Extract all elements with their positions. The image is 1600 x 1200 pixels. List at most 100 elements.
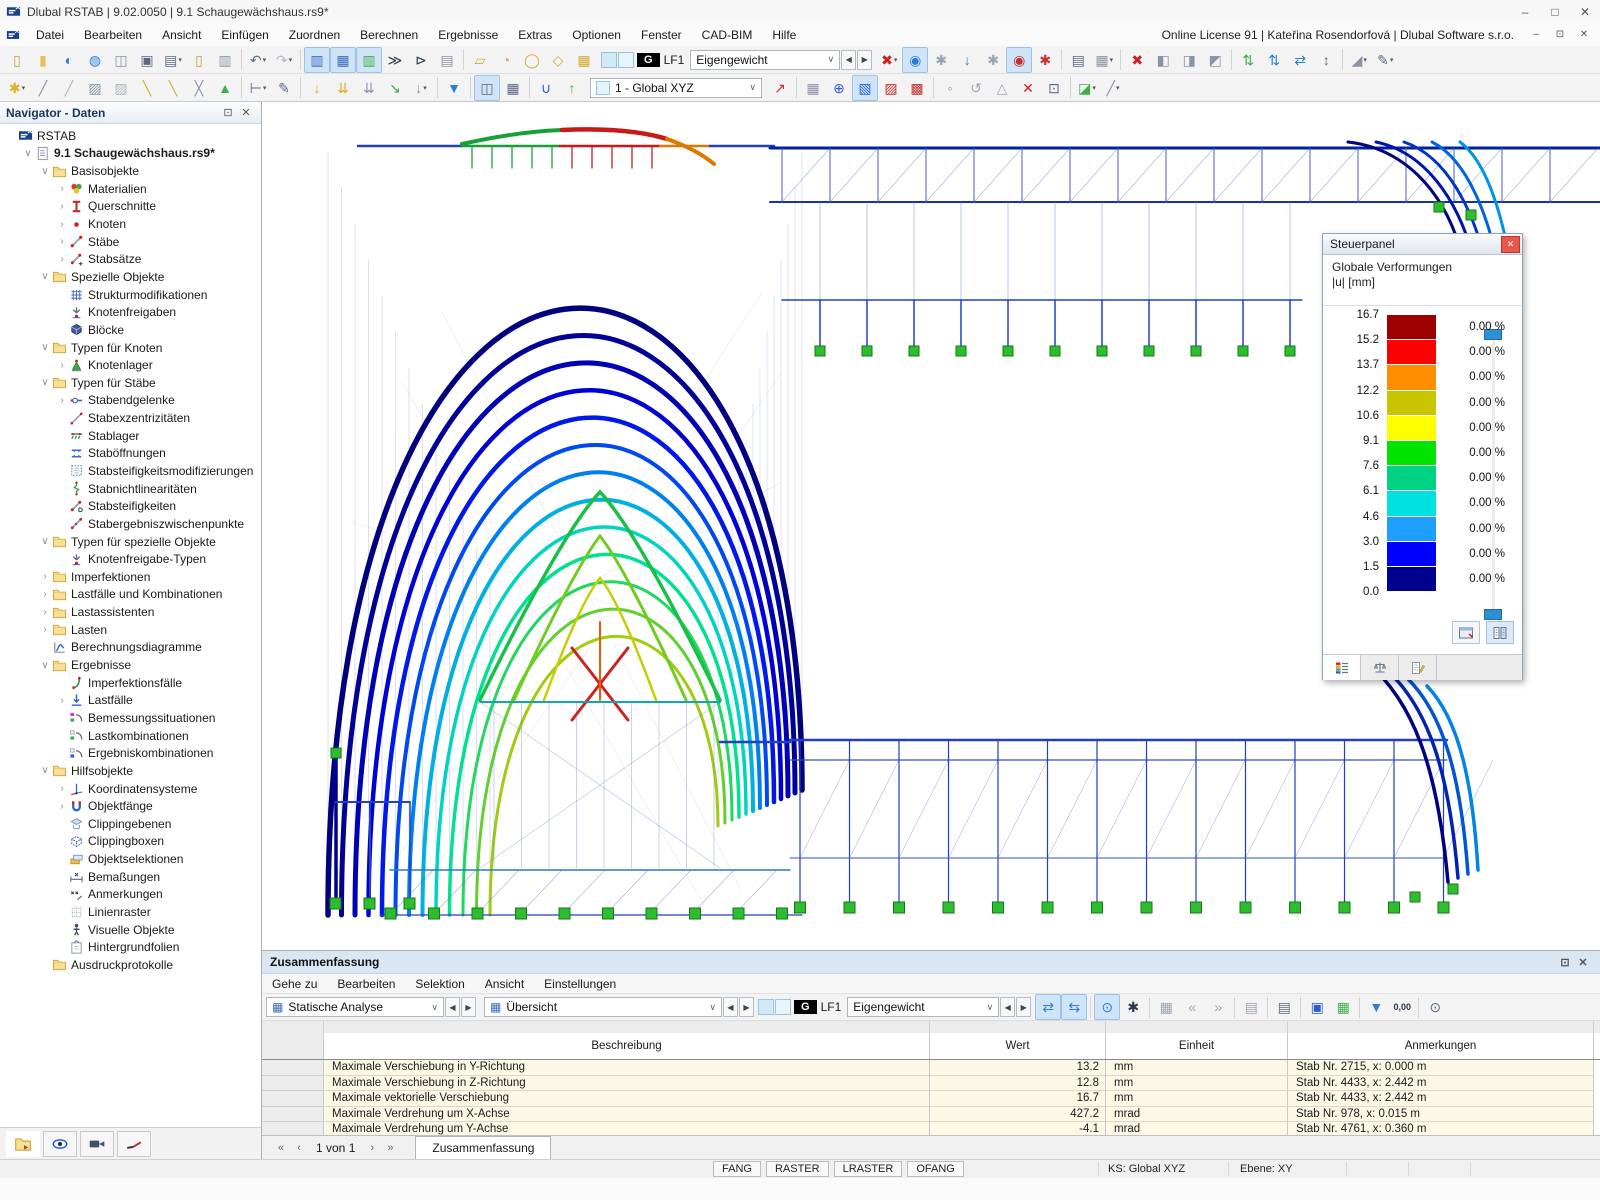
maximize-button[interactable]: □ [1551,4,1559,19]
undo-icon[interactable]: ↶ ▾ [249,51,267,68]
tree-item-linienraster[interactable]: Linienraster [0,903,261,921]
previous-analysis-button[interactable]: ◀ [445,997,460,1017]
column-filter-icon[interactable]: ▦ [1159,999,1173,1015]
result-vectors-icon[interactable]: ↑ [568,79,576,96]
tree-item-stabendgelenke[interactable]: › Stabendgelenke [0,392,261,410]
select-window-icon[interactable]: ▦ [577,51,591,68]
tree-item-lastfälle-und-kombinationen[interactable]: › Lastfälle und Kombinationen [0,586,261,604]
load-on-members-icon[interactable]: ⇊ [363,79,375,96]
result-diagram-icon[interactable]: ∪ [540,79,552,96]
ramp-display-icon[interactable]: ◢ ▾ [1351,51,1367,68]
script-editor-icon[interactable]: ⊳ [415,51,427,68]
tree-item-querschnitte[interactable]: › Querschnitte [0,198,261,216]
imperfection-icon[interactable]: ↘ [389,79,401,96]
workplane-yz-icon[interactable]: ▨ [884,79,898,96]
scale-slider-top-handle[interactable] [1484,329,1502,340]
tree-expander[interactable]: ∨ [41,377,49,389]
tree-item-hilfsobjekte[interactable]: ∨ Hilfsobjekte [0,762,261,780]
previous-load-case-button[interactable]: ◀ [841,49,857,70]
tree-item-visuelle-objekte[interactable]: Visuelle Objekte [0,921,261,939]
tree-item-materialien[interactable]: › Materialien [0,180,261,198]
menu-extras[interactable]: Extras [518,27,553,42]
menu-bearbeiten[interactable]: Bearbeiten [84,27,143,42]
tree-expander[interactable]: ∨ [41,536,49,548]
status-toggle-ofang[interactable]: OFANG [907,1161,964,1177]
tree-item-ergebnisse[interactable]: ∨ Ergebnisse [0,656,261,674]
result-lookup-icon[interactable]: ⊙ [1094,994,1121,1020]
relation-filter-icon[interactable]: ▼ [1369,999,1384,1015]
tree-expander[interactable]: ∨ [41,765,49,777]
status-toggle-raster[interactable]: RASTER [765,1161,829,1177]
tree-item-knotenfreigabe-typen[interactable]: Knotenfreigabe-Typen [0,550,261,568]
result-filter-icon[interactable]: ▼ [447,79,461,96]
tree-expander[interactable]: › [60,694,64,706]
menu-datei[interactable]: Datei [36,27,65,42]
tree-item-knotenlager[interactable]: › Knotenlager [0,356,261,374]
tree-item-lastkombinationen[interactable]: Lastkombinationen [0,727,261,745]
deform-z-icon[interactable]: ⇄ [1294,51,1307,68]
tree-item-stabergebniszwischenpunkte[interactable]: Stabergebniszwischenpunkte [0,515,261,533]
summary-menu-bearbeiten[interactable]: Bearbeiten [337,976,396,991]
tree-item-lasten[interactable]: › Lasten [0,621,261,639]
tree-item-ergebniskombinationen[interactable]: Ergebniskombinationen [0,744,261,762]
load-case-dropdown[interactable]: Eigengewicht ∨ [690,49,841,70]
summary-menu-einstellungen[interactable]: Einstellungen [544,976,617,991]
menu-ansicht[interactable]: Ansicht [162,27,202,42]
navigator-tab-display[interactable] [43,1130,77,1157]
summary-close-button[interactable]: ✕ [1578,956,1588,969]
deform-reset-icon[interactable]: ↕ [1322,51,1330,68]
summary-menu-ansicht[interactable]: Ansicht [484,976,525,991]
tree-item-koordinatensysteme[interactable]: › Koordinatensysteme [0,780,261,798]
tree-item-knotenfreigaben[interactable]: Knotenfreigaben [0,303,261,321]
summary-table-row[interactable]: Maximale Verdrehung um X-Achse 427.2 mrad S… [262,1106,1600,1123]
print-table-icon[interactable]: ▤ [1277,999,1291,1015]
tree-expander[interactable]: ∨ [41,342,49,353]
new-nodal-support-icon[interactable]: ▲ [218,79,232,96]
workplane-xy-icon[interactable]: ▧ [852,74,878,101]
tree-item-stäbe[interactable]: › Stäbe [0,233,261,251]
tree-item-lastassistenten[interactable]: › Lastassistenten [0,603,261,621]
menu-optionen[interactable]: Optionen [572,27,621,42]
new-member-icon[interactable]: ╱ [38,79,48,96]
deform-y-icon[interactable]: ⇅ [1268,51,1281,68]
summary-float-button[interactable]: ⊡ [1560,956,1570,969]
coordinate-system-dropdown[interactable]: 1 - Global XYZ ∨ [590,77,762,98]
tree-item-bemessungssituationen[interactable]: Bemessungssituationen [0,709,261,727]
summary-table-row[interactable]: Maximale Verschiebung in Y-Richtung 13.2 m… [262,1060,1600,1076]
tree-expander[interactable]: › [60,218,64,230]
control-panel-icon[interactable]: ▦ ▾ [1095,51,1114,68]
tree-item-basisobjekte[interactable]: ∨ Basisobjekte [0,162,261,180]
summary-menu-selektion[interactable]: Selektion [415,976,465,991]
tree-item-clippingebenen[interactable]: Clippingebenen [0,815,261,833]
menu-berechnen[interactable]: Berechnen [360,27,419,42]
navigator-tab-results[interactable] [117,1130,151,1157]
tree-expander[interactable]: ∨ [41,165,49,177]
summary-table-row[interactable]: Maximale Verdrehung um Y-Achse -4.1 mrad St… [262,1122,1600,1138]
mirror-workplane-icon[interactable]: △ [996,79,1008,96]
stop-process-icon[interactable]: ✖ [1131,51,1144,68]
tree-item-berechnungsdiagramme[interactable]: Berechnungsdiagramme [0,639,261,657]
tree-item-typen-für-stäbe[interactable]: ∨ Typen für Stäbe [0,374,261,392]
tree-expander[interactable]: › [60,200,64,212]
snap-crosshair-icon[interactable]: ⊕ [833,79,845,96]
select-arc-icon[interactable]: ◔ [501,51,511,68]
next-page-button[interactable]: › [370,1141,375,1154]
rotate-workplane-icon[interactable]: ↺ [970,79,982,96]
menu-zuordnen[interactable]: Zuordnen [288,27,341,42]
member-on-grid-icon[interactable]: ▨ [88,79,102,96]
goto-previous-icon[interactable]: « [1188,999,1197,1015]
tree-item-bemaßungen[interactable]: Bemaßungen [0,868,261,886]
open-model-icon[interactable]: ▮ [39,51,47,68]
tree-item-clippingboxen[interactable]: Clippingboxen [0,833,261,851]
navigator-tab-data[interactable] [6,1130,40,1157]
table-settings-icon[interactable]: ▤ [440,51,454,68]
status-toggle-lraster[interactable]: LRASTER [833,1161,903,1177]
tree-expander[interactable]: › [60,800,64,812]
tree-expander[interactable]: ∨ [24,147,32,159]
panel-tab-factors[interactable] [1361,655,1399,680]
mdi-restore-button[interactable]: ⊡ [1555,29,1565,40]
close-button[interactable]: ✕ [1579,4,1591,19]
table-view-dropdown[interactable]: ▦ Übersicht ∨ [484,997,722,1017]
tree-item-lastfälle[interactable]: › Lastfälle [0,692,261,710]
control-panel-close-button[interactable]: ✕ [1501,235,1520,253]
